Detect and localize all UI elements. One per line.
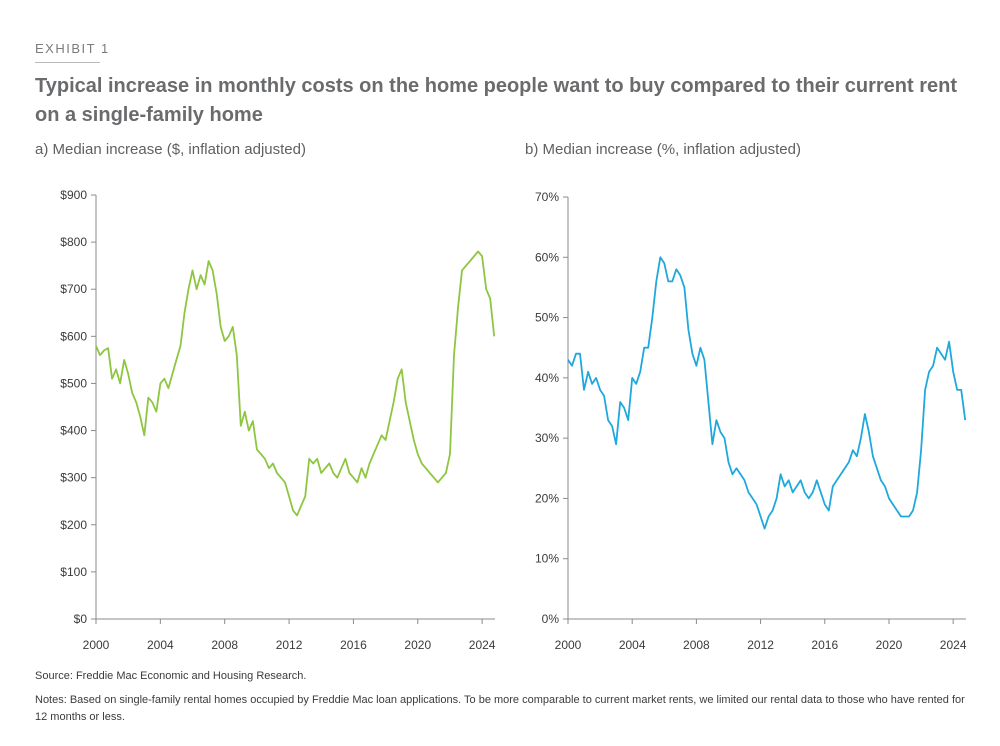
panel-b-y-tick-label: 20% — [535, 491, 559, 505]
panel-a-y-tick-label: $600 — [60, 329, 87, 343]
panel-b-x-tick-label: 2024 — [940, 638, 967, 652]
chart-title: Typical increase in monthly costs on the… — [35, 75, 958, 126]
panel-b-y-tick-label: 60% — [535, 250, 559, 264]
panel-a-y-tick-label: $500 — [60, 376, 87, 390]
panel-b-y-tick-label: 70% — [535, 190, 559, 204]
panel-b-series-line — [567, 256, 967, 530]
panel-a-series-line — [95, 250, 496, 517]
panel-a-x-tick-label: 2012 — [276, 638, 303, 652]
panel-b-y-tick-label: 10% — [535, 552, 559, 566]
panel-b-x-tick-label: 2004 — [619, 638, 646, 652]
panel-a-y-tick-label: $900 — [60, 188, 87, 202]
panel-a-y-tick-label: $0 — [74, 612, 88, 626]
panel-a-subtitle: a) Median increase ($, inflation adjuste… — [35, 141, 306, 158]
panel-b-x-tick-label: 2020 — [876, 638, 903, 652]
panel-b-x-tick-label: 2012 — [747, 638, 774, 652]
exhibit-label: EXHIBIT 1 — [35, 41, 110, 56]
panel-a-x-tick-label: 2000 — [83, 638, 110, 652]
panel-a-y-tick-label: $400 — [60, 424, 87, 438]
panel-b-subtitle: b) Median increase (%, inflation adjuste… — [525, 141, 801, 158]
panel-b-y-tick-label: 30% — [535, 431, 559, 445]
panel-a-y-tick-label: $800 — [60, 235, 87, 249]
panel-a-x-tick-label: 2016 — [340, 638, 367, 652]
panel-a-y-tick-label: $700 — [60, 282, 87, 296]
panel-b-x-tick-label: 2016 — [811, 638, 838, 652]
panel-b-y-tick-label: 40% — [535, 371, 559, 385]
panel-a-y-tick-label: $200 — [60, 518, 87, 532]
source-note: Source: Freddie Mac Economic and Housing… — [35, 670, 307, 682]
panel-a-y-tick-label: $300 — [60, 471, 87, 485]
notes-text: Notes: Based on single-family rental hom… — [35, 694, 965, 723]
panel-b-y-tick-label: 50% — [535, 311, 559, 325]
panel-a-x-tick-label: 2008 — [211, 638, 238, 652]
panel-a-x-tick-label: 2020 — [404, 638, 431, 652]
panel-a-x-tick-label: 2004 — [147, 638, 174, 652]
panel-a-x-tick-label: 2024 — [469, 638, 496, 652]
panel-b-x-tick-label: 2000 — [555, 638, 582, 652]
panel-b-x-tick-label: 2008 — [683, 638, 710, 652]
exhibit-divider — [35, 62, 100, 63]
panel-a-y-tick-label: $100 — [60, 565, 87, 579]
panel-b-y-tick-label: 0% — [542, 612, 560, 626]
